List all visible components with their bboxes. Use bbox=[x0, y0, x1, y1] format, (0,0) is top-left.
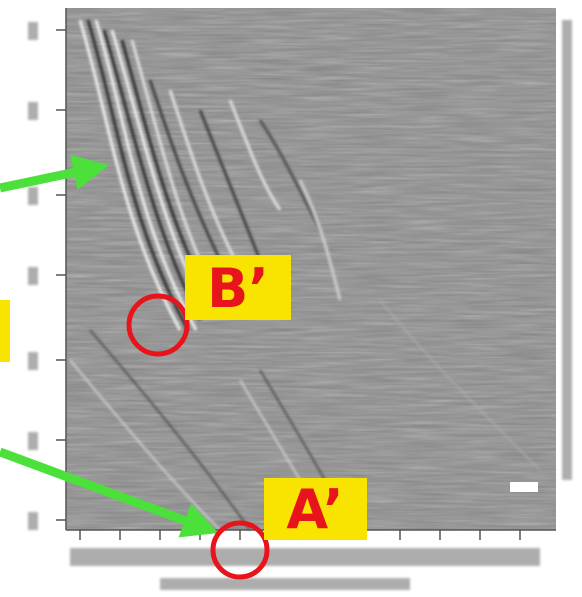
scale-marker bbox=[510, 482, 538, 492]
partial-label-box bbox=[0, 300, 10, 362]
plot-texture bbox=[66, 8, 556, 530]
seismic-figure: B’ A’ bbox=[0, 0, 582, 597]
label-b-prime: B’ bbox=[207, 257, 269, 320]
label-a-prime: A’ bbox=[286, 478, 343, 541]
page: B’ A’ (() => { const data = JSON.parse(d… bbox=[0, 0, 582, 597]
